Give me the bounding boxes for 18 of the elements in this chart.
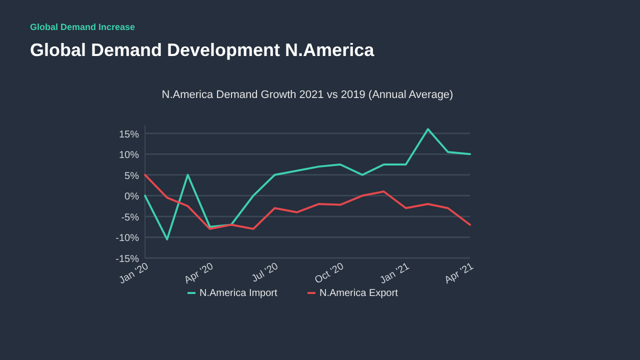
legend-label: N.America Export bbox=[320, 288, 398, 299]
chart-title: Global Demand Development N.America bbox=[30, 40, 376, 60]
y-tick-label: 10% bbox=[118, 150, 140, 162]
y-tick-label: 15% bbox=[118, 129, 140, 140]
y-tick-label: 5% bbox=[124, 170, 140, 182]
y-tick-label: 0% bbox=[124, 192, 140, 203]
x-tick-label: Jul '20 bbox=[250, 260, 281, 285]
line-series bbox=[144, 128, 471, 240]
legend-label: N.America Import bbox=[200, 288, 278, 299]
y-tick-label: -10% bbox=[116, 233, 140, 244]
y-tick-label: -5% bbox=[121, 212, 140, 224]
x-tick-label: Apr '21 bbox=[442, 260, 476, 286]
x-tick-label: Apr '20 bbox=[182, 260, 216, 286]
line-series bbox=[144, 174, 471, 230]
x-tick-label: Oct '20 bbox=[313, 260, 346, 286]
text: Global Demand Increase bbox=[30, 22, 136, 32]
chart-subtitle: N.America Demand Growth 2021 vs 2019 (Annual Average) bbox=[162, 89, 454, 101]
x-tick-label: Jan '21 bbox=[378, 260, 412, 287]
